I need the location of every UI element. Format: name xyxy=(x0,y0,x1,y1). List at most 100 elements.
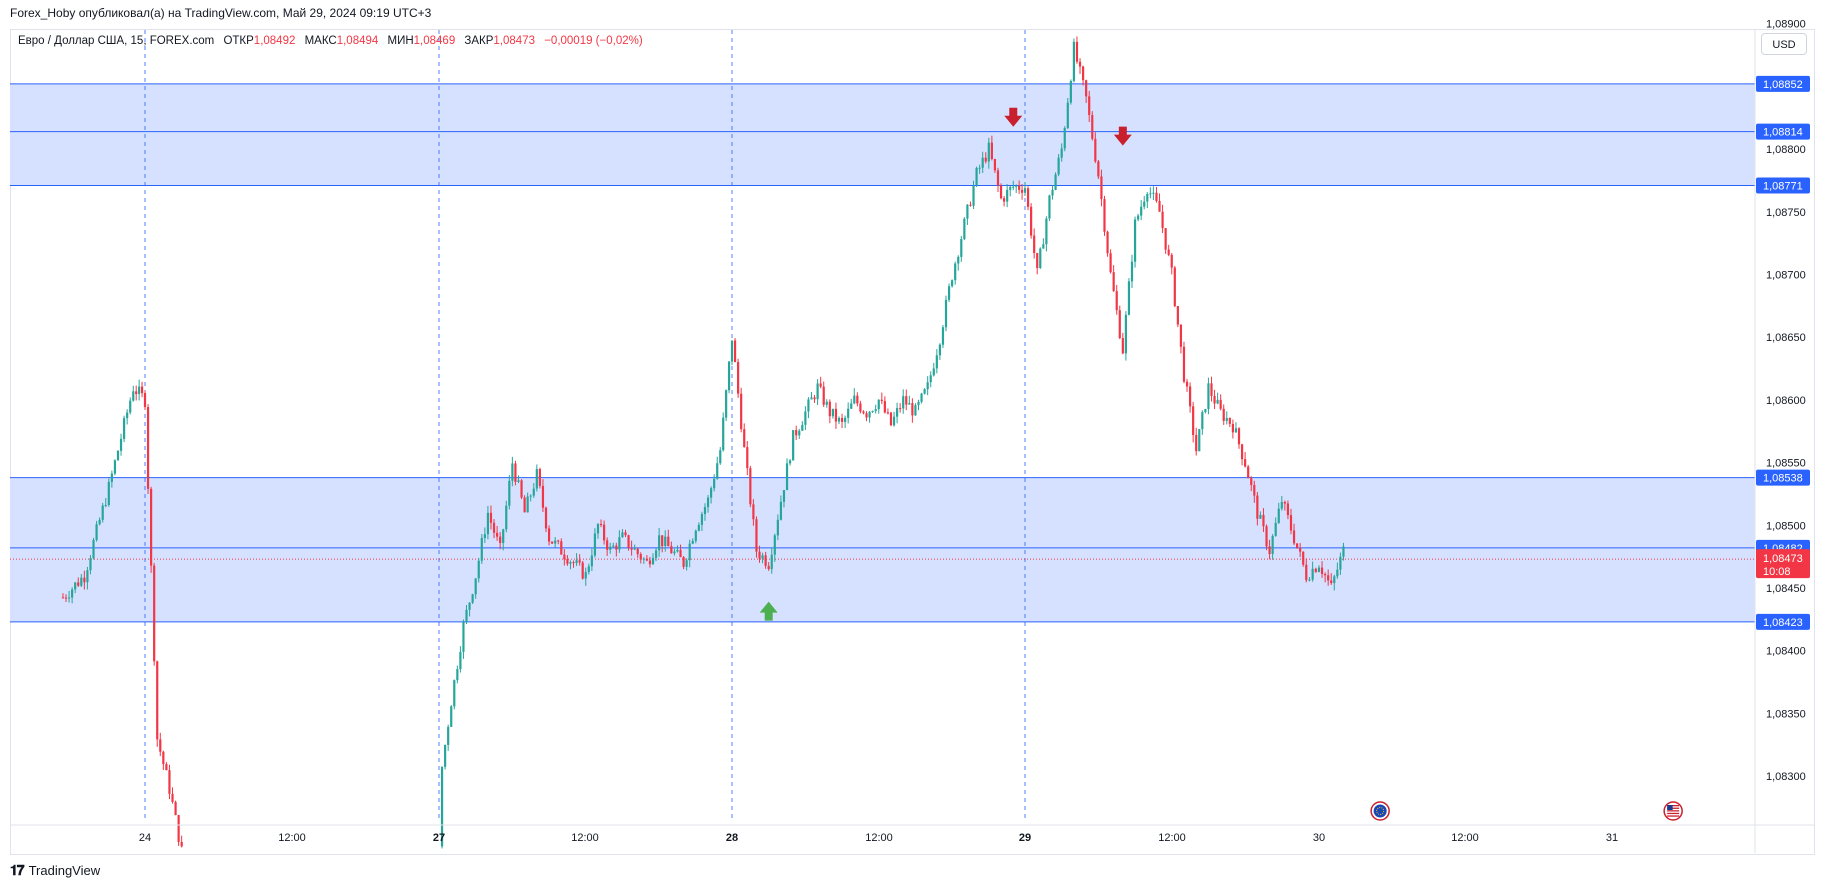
candle-body xyxy=(92,539,95,559)
candle-body xyxy=(95,524,98,540)
candle-body xyxy=(746,447,749,469)
candle-body xyxy=(1327,575,1330,581)
candle-body xyxy=(993,159,997,171)
candle-body xyxy=(978,167,981,169)
candle-body xyxy=(1140,206,1143,216)
y-tick-label: 1,08750 xyxy=(1766,207,1806,219)
candle-body xyxy=(1222,408,1225,421)
price-label-text: 1,08423 xyxy=(1763,617,1803,629)
candle-body xyxy=(1179,324,1183,347)
candle-body xyxy=(871,411,874,413)
tradingview-logo-icon: 𝟏𝟕 xyxy=(10,862,25,878)
candle-body xyxy=(104,504,107,506)
price-label[interactable]: 1,08423 xyxy=(1756,613,1810,630)
candle-body xyxy=(171,793,174,802)
candle-body xyxy=(892,416,896,426)
price-label[interactable]: 1,08814 xyxy=(1756,123,1810,140)
candle-body xyxy=(648,560,652,565)
candle-body xyxy=(911,403,914,416)
candle-body xyxy=(654,550,658,558)
legend-close-value: 1,08473 xyxy=(493,35,535,47)
us-flag-icon[interactable] xyxy=(1663,801,1683,821)
candle-body xyxy=(825,401,828,405)
candle-body xyxy=(1063,128,1066,149)
candle-body xyxy=(1317,567,1321,572)
candle-body xyxy=(489,512,493,523)
candle-body xyxy=(752,504,755,520)
candle-body xyxy=(77,582,80,586)
price-label[interactable]: 1,08852 xyxy=(1756,75,1810,92)
candle-body xyxy=(71,589,74,598)
candle-body xyxy=(578,560,581,563)
tradingview-logo[interactable]: 𝟏𝟕 TradingView xyxy=(10,862,100,879)
separator-layer xyxy=(144,30,1026,820)
price-label[interactable]: 1,08538 xyxy=(1756,469,1810,486)
candle-body xyxy=(1195,434,1198,452)
currency-button[interactable]: USD xyxy=(1761,33,1807,55)
candle-body xyxy=(761,555,764,559)
candle-body xyxy=(1036,253,1039,269)
candle-body xyxy=(1103,199,1106,232)
globe-disc xyxy=(1373,804,1387,818)
candle-body xyxy=(547,528,551,542)
candle-body xyxy=(1320,567,1324,574)
candle-body xyxy=(908,403,911,405)
candle-body xyxy=(914,405,917,416)
price-label-text: 1,08852 xyxy=(1763,79,1803,91)
candle-body xyxy=(847,408,850,418)
legend-symbol[interactable]: Евро / Доллар США, 15, FOREX.com xyxy=(18,35,215,47)
candle-body xyxy=(987,142,990,162)
price-label-text: 1,08771 xyxy=(1763,180,1803,192)
candle-body xyxy=(67,597,71,599)
candle-body xyxy=(1173,267,1176,307)
candle-body xyxy=(1161,211,1164,229)
candle-body xyxy=(859,403,862,412)
candle-body xyxy=(627,535,630,548)
candle-body xyxy=(944,299,948,328)
candle-body xyxy=(642,558,645,560)
candle-body xyxy=(1280,501,1283,509)
candle-body xyxy=(624,532,627,536)
candle-body xyxy=(767,565,770,570)
candle-body xyxy=(819,383,822,387)
candle-body xyxy=(1234,428,1238,433)
candle-body xyxy=(1286,503,1290,516)
candle-body xyxy=(636,548,639,555)
candle-body xyxy=(1192,406,1195,435)
candle-body xyxy=(957,256,960,264)
candle-body xyxy=(566,559,569,564)
zone-rect[interactable] xyxy=(10,83,1755,186)
candle-body xyxy=(1292,530,1296,544)
candle-body xyxy=(963,218,966,240)
candle-body xyxy=(1216,399,1219,404)
candle-body xyxy=(966,204,969,219)
candle-body xyxy=(837,417,841,422)
flag-stripe xyxy=(1667,805,1680,807)
candle-body xyxy=(682,557,685,567)
candle-body xyxy=(807,399,810,412)
candle-body xyxy=(153,565,156,662)
candle-body xyxy=(722,417,725,451)
chart-frame[interactable] xyxy=(10,29,1815,855)
candle-body xyxy=(551,541,554,544)
candle-body xyxy=(447,726,450,745)
candle-body xyxy=(80,577,83,586)
candle-body xyxy=(1198,429,1201,452)
candle-body xyxy=(612,545,615,547)
candle-body xyxy=(1167,249,1170,255)
candle-body xyxy=(935,355,938,369)
candle-body xyxy=(1250,478,1253,486)
candle-body xyxy=(709,488,713,498)
price-label[interactable]: 1,08771 xyxy=(1756,177,1810,194)
candle-body xyxy=(557,540,560,542)
candle-body xyxy=(1228,418,1231,424)
candle-body xyxy=(615,545,618,550)
candle-body xyxy=(1201,412,1204,430)
zone-rect[interactable] xyxy=(10,477,1755,622)
candle-body xyxy=(1182,346,1186,382)
globe-icon[interactable] xyxy=(1370,801,1390,821)
x-tick-label: 29 xyxy=(1019,832,1031,844)
candle-body xyxy=(1244,459,1247,467)
